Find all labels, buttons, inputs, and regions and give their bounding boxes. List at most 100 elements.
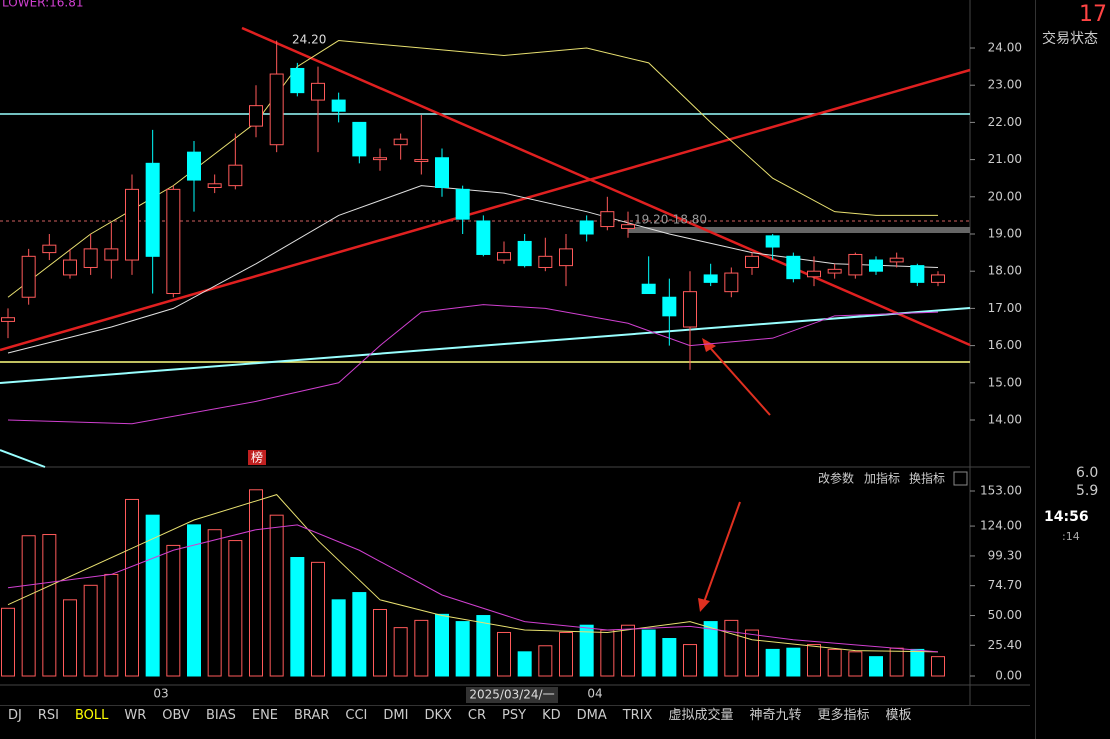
volume-bar bbox=[228, 540, 243, 677]
tab[interactable]: WR bbox=[124, 708, 147, 723]
tab[interactable]: DMA bbox=[576, 708, 607, 723]
volume-bar bbox=[83, 584, 98, 677]
candle-body bbox=[83, 248, 98, 268]
line bbox=[7, 524, 939, 653]
volume-bar bbox=[745, 629, 759, 677]
time-ticks: :14:17:20:23:26:29:32:35:38:41:44 bbox=[1062, 528, 1080, 546]
candle-body bbox=[600, 211, 615, 228]
tab[interactable]: CR bbox=[467, 708, 487, 723]
volume-bar bbox=[1, 607, 15, 677]
volume-bar bbox=[765, 648, 780, 677]
arrow-head bbox=[698, 598, 710, 612]
candle-body bbox=[207, 183, 222, 188]
y-tick-label: 22.00 bbox=[988, 115, 1022, 129]
trendline bbox=[0, 68, 971, 352]
y-tick-label: 20.00 bbox=[988, 189, 1022, 203]
tab[interactable]: 虚拟成交量 bbox=[668, 708, 734, 723]
close-button[interactable] bbox=[953, 471, 968, 486]
tab[interactable]: PSY bbox=[502, 708, 527, 723]
tab[interactable]: DMI bbox=[383, 708, 409, 723]
volume-bar bbox=[476, 615, 491, 677]
candle-body bbox=[269, 73, 284, 146]
chart: LOWER:16.81 24.20 19.20-18.80 榜 改参数 加指标 … bbox=[0, 0, 1030, 705]
button[interactable]: 加指标 bbox=[864, 471, 900, 486]
candle-body bbox=[848, 253, 863, 276]
candle-body bbox=[827, 268, 842, 274]
tab[interactable]: TRIX bbox=[622, 708, 653, 723]
volume-bar bbox=[517, 651, 532, 677]
volume-bar bbox=[207, 529, 222, 677]
volume-bar bbox=[311, 561, 325, 677]
tab[interactable]: 模板 bbox=[885, 708, 912, 723]
candle-body bbox=[63, 259, 77, 276]
candle-body bbox=[331, 99, 346, 112]
candle-body bbox=[621, 224, 635, 229]
tab[interactable]: BOLL bbox=[74, 708, 109, 723]
volume-bar bbox=[641, 629, 656, 677]
tab[interactable]: ENE bbox=[251, 708, 279, 723]
candle-body bbox=[125, 188, 139, 261]
volume-bar bbox=[497, 631, 511, 677]
volume-bar bbox=[63, 599, 77, 677]
candle-body bbox=[910, 265, 925, 283]
candle-body bbox=[311, 82, 325, 101]
tab[interactable]: BIAS bbox=[205, 708, 236, 723]
volume-bar bbox=[931, 656, 945, 677]
volume-bar bbox=[683, 644, 697, 677]
y-tick-label: 18.00 bbox=[988, 264, 1022, 278]
volume-bar bbox=[662, 638, 677, 677]
button[interactable]: 换指标 bbox=[909, 471, 945, 486]
candle-body bbox=[145, 162, 160, 257]
value: 5.9 bbox=[1076, 483, 1099, 499]
volume-bar bbox=[104, 573, 119, 677]
candle-body bbox=[579, 220, 594, 235]
candle-body bbox=[703, 274, 718, 283]
candle-body bbox=[455, 188, 470, 220]
candle-body bbox=[724, 272, 739, 293]
tab[interactable]: OBV bbox=[162, 708, 190, 723]
volume-bar bbox=[331, 599, 346, 677]
tab[interactable]: 更多指标 bbox=[817, 708, 870, 723]
arrow bbox=[704, 341, 771, 416]
volume-bar bbox=[786, 647, 801, 677]
button[interactable]: 改参数 bbox=[818, 471, 854, 486]
volume-bar bbox=[290, 557, 305, 677]
volume-bar bbox=[869, 656, 883, 677]
y-tick-label: 21.00 bbox=[988, 152, 1022, 166]
volume-bar bbox=[579, 624, 594, 677]
tag-box bbox=[248, 450, 266, 465]
tab[interactable]: RSI bbox=[37, 708, 59, 723]
tab[interactable]: 神奇九转 bbox=[749, 708, 802, 723]
y-tick-label: 74.70 bbox=[988, 578, 1022, 592]
volume-bar bbox=[352, 592, 367, 677]
y-tick-label: 99.30 bbox=[988, 548, 1022, 562]
volume-bar bbox=[269, 514, 284, 677]
tab[interactable]: BRAR bbox=[294, 708, 330, 723]
candle-body bbox=[104, 248, 119, 261]
tab[interactable]: KD bbox=[542, 708, 561, 723]
y-tick-label: 25.40 bbox=[988, 638, 1022, 652]
candle-body bbox=[538, 255, 553, 268]
annotation: 19.20-18.80 bbox=[634, 213, 707, 227]
candle-body bbox=[21, 255, 36, 298]
volume-bar bbox=[807, 644, 821, 677]
candle-body bbox=[869, 259, 883, 272]
candle-body bbox=[393, 138, 408, 146]
tab[interactable]: DJ bbox=[8, 708, 22, 723]
trendline bbox=[0, 307, 971, 384]
row-label: 交易状态 bbox=[1042, 31, 1098, 47]
volume-bar bbox=[393, 627, 408, 677]
quote-panel: 17 交易状态委比购买卖五卖四卖三卖二卖一买一买二买三买四买五最新涨幅总手换手*… bbox=[1035, 0, 1110, 739]
volume-bar bbox=[600, 629, 615, 677]
annotation: 24.20 bbox=[292, 33, 326, 47]
y-tick-label: 23.00 bbox=[988, 78, 1022, 92]
volume-bar bbox=[455, 621, 470, 677]
y-tick-label: 16.00 bbox=[988, 338, 1022, 352]
arrow-head bbox=[702, 338, 716, 352]
tab[interactable]: CCI bbox=[345, 708, 368, 723]
date-box bbox=[466, 687, 558, 703]
candle-body bbox=[476, 220, 491, 255]
volume-bar bbox=[145, 514, 160, 677]
tab[interactable]: DKX bbox=[424, 708, 452, 723]
time: 14:56 bbox=[1044, 509, 1089, 525]
